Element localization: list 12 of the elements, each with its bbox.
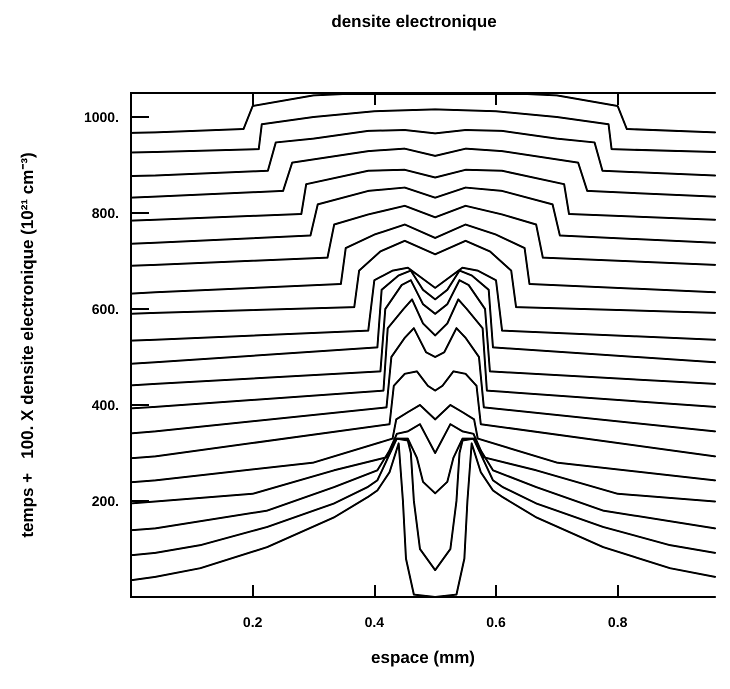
y-tick-label: 1000. [84, 109, 119, 125]
x-axis-title: espace (mm) [371, 648, 475, 667]
x-tick-label: 0.6 [486, 614, 506, 630]
y-axis-title: temps + 100. X densite electronique (10²¹ cm⁻³) [18, 152, 37, 538]
x-tick-label: 0.4 [364, 614, 384, 630]
y-tick-label: 600. [92, 301, 119, 317]
y-tick-label: 200. [92, 493, 119, 509]
chart-title: densite electronique [331, 12, 497, 31]
x-tick-label: 0.8 [608, 614, 628, 630]
y-tick-label: 400. [92, 397, 119, 413]
x-tick-label: 0.2 [242, 614, 263, 630]
y-tick-label: 800. [92, 205, 119, 221]
